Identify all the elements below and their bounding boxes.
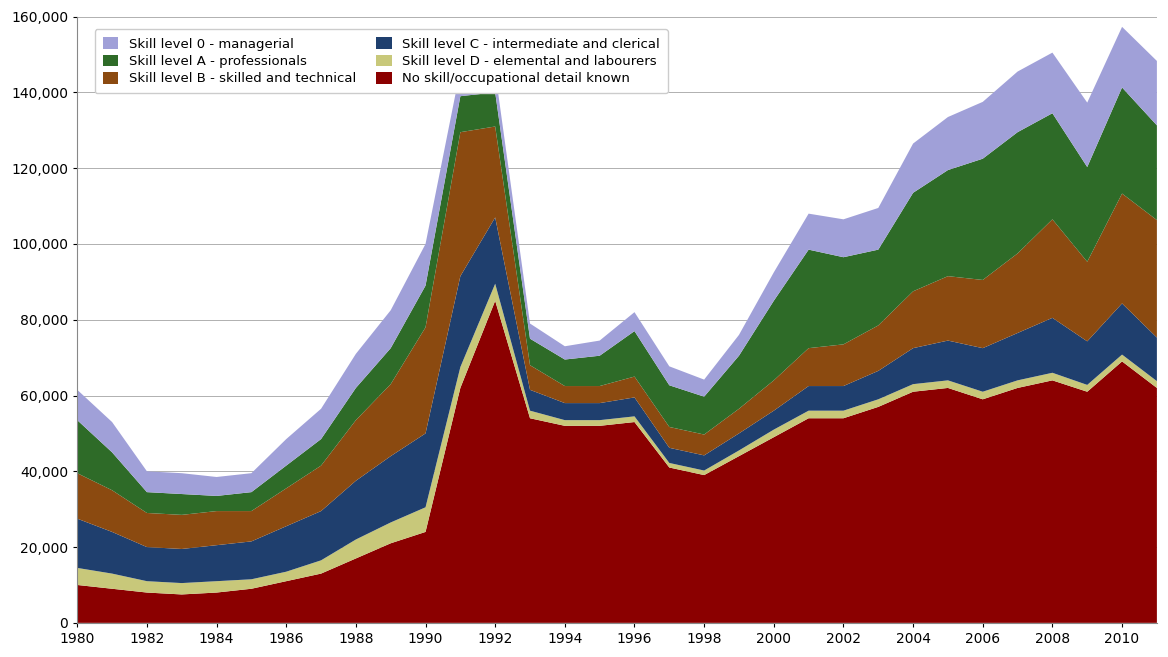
Legend: Skill level 0 - managerial, Skill level A - professionals, Skill level B - skill: Skill level 0 - managerial, Skill level …: [95, 30, 668, 93]
